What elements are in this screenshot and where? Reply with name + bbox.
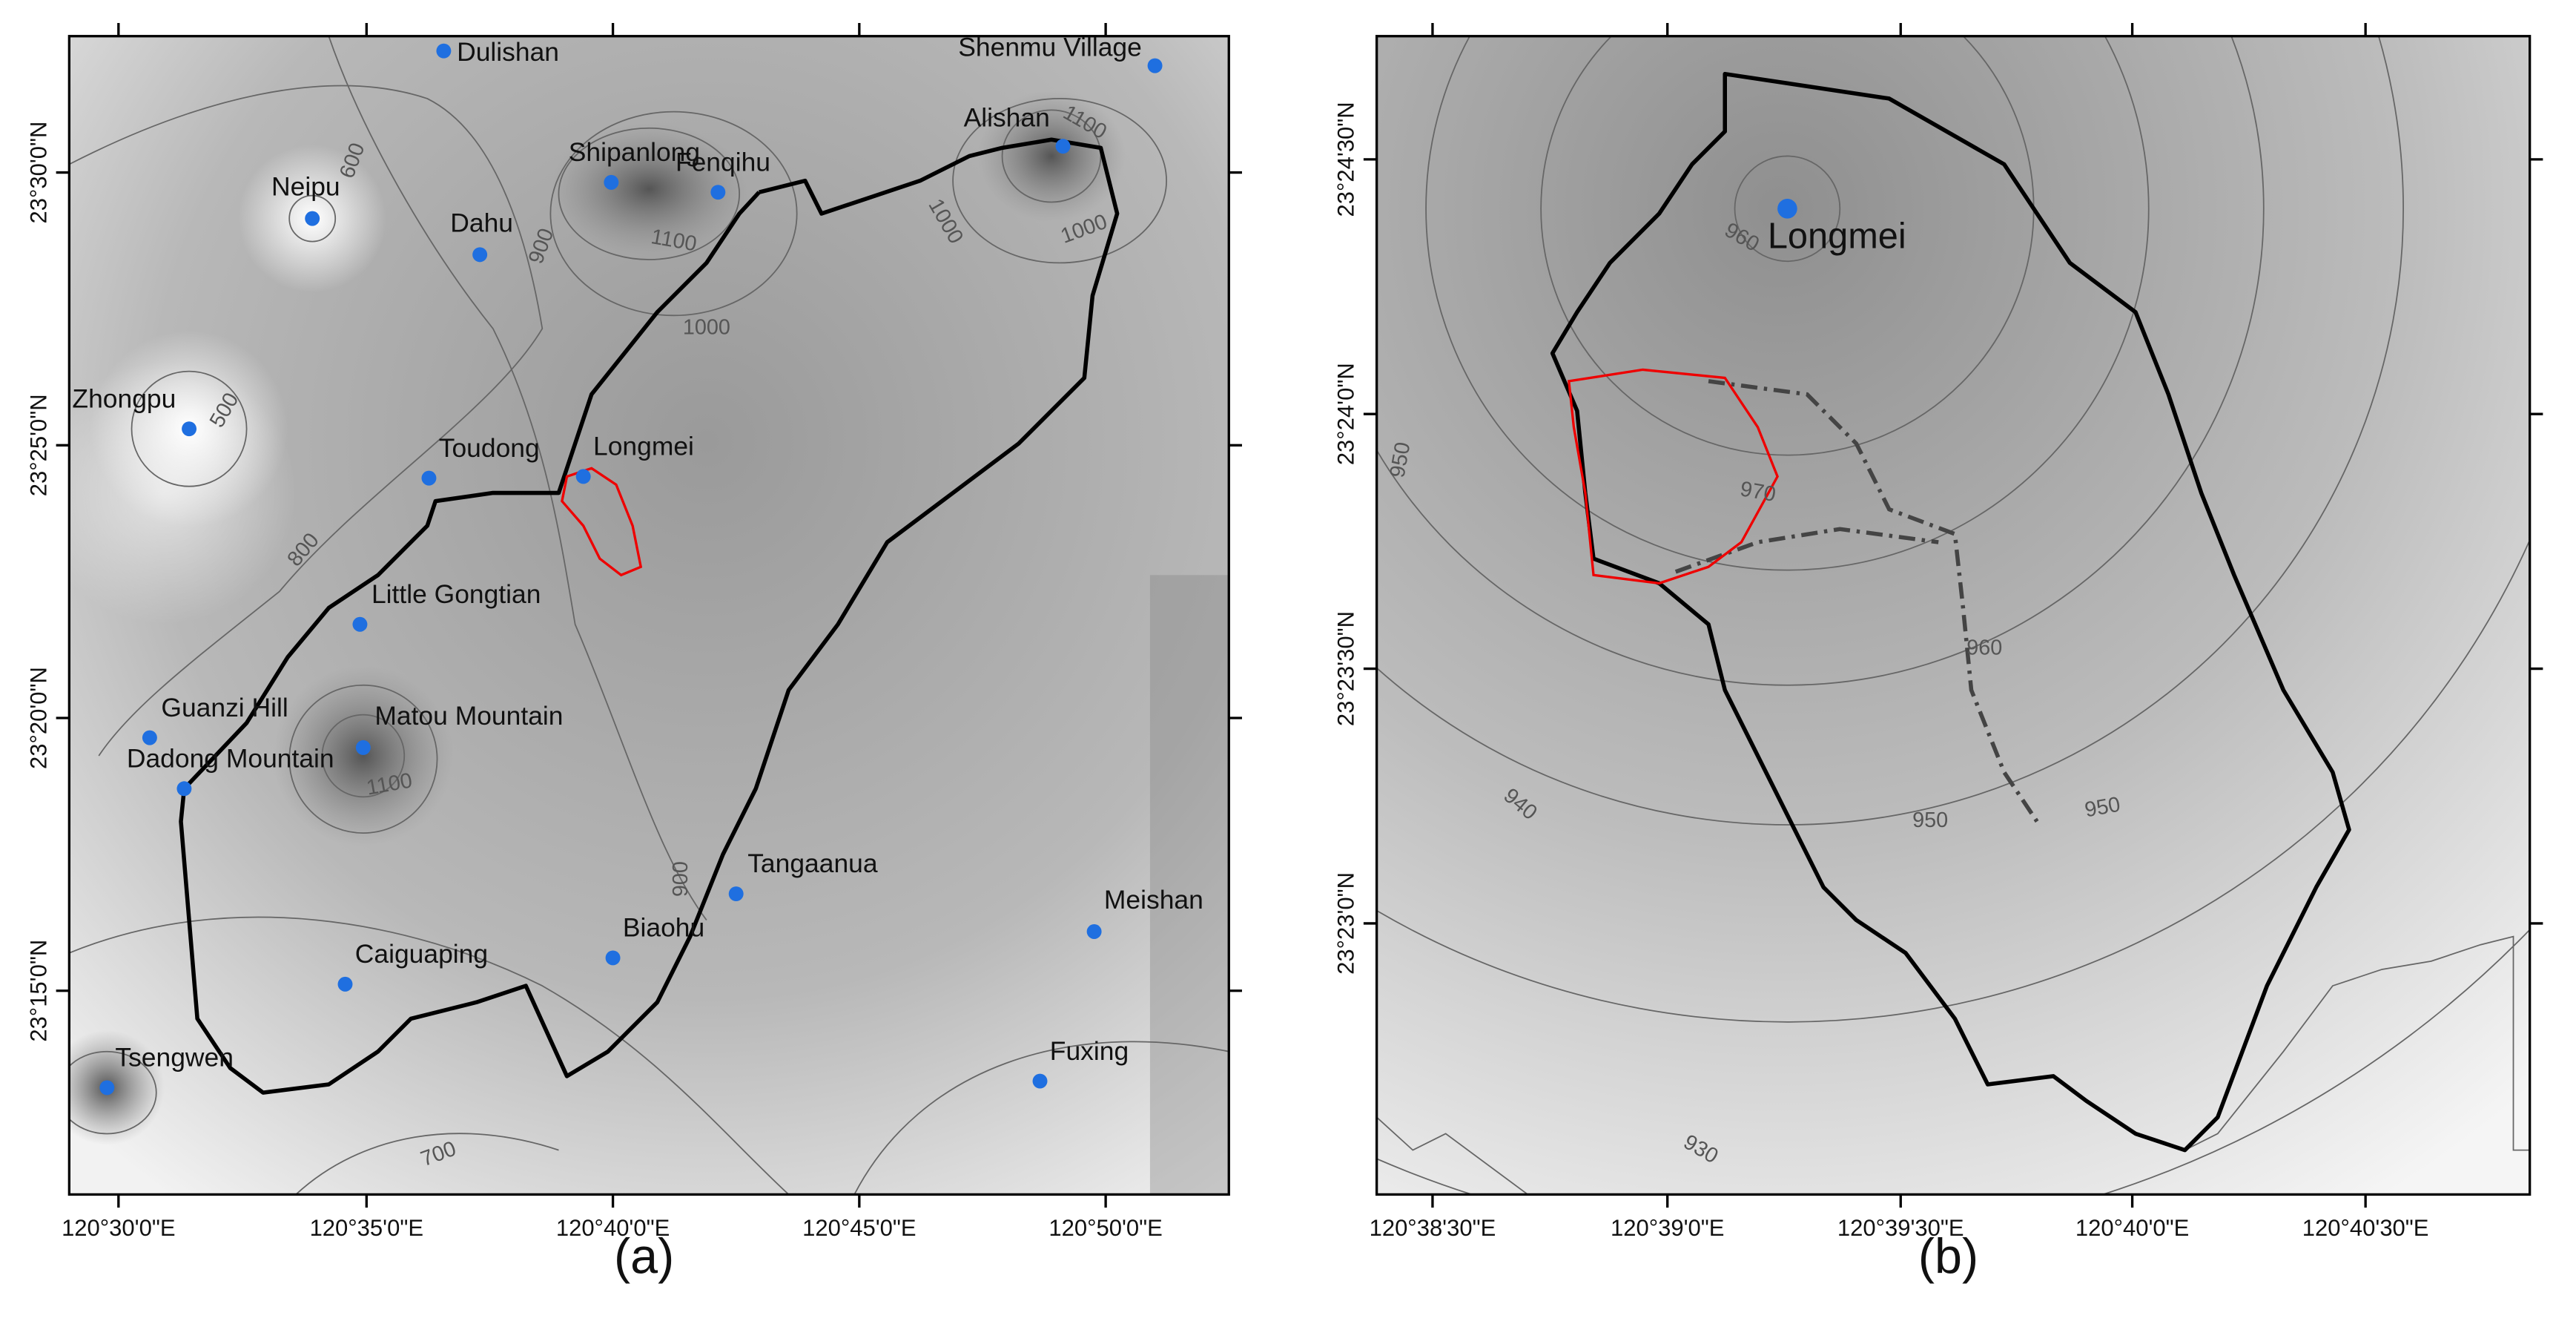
contour-label: 900 xyxy=(669,861,693,897)
station-marker xyxy=(1086,924,1102,939)
station-label: Dulishan xyxy=(457,37,559,67)
station-label: Dadong Mountain xyxy=(127,743,334,773)
sub-boundary xyxy=(1708,379,2039,823)
station-marker xyxy=(352,616,368,632)
y-tick-label: 23°23'0"N xyxy=(1333,872,1359,975)
station-label: Fuxing xyxy=(1050,1036,1129,1066)
station-marker xyxy=(176,781,192,797)
station-label: Biaohu xyxy=(623,913,704,943)
study-catchment-detail xyxy=(1567,368,1779,585)
watershed-boundary-detail xyxy=(1550,71,2351,1153)
station-marker xyxy=(1147,58,1163,73)
x-tick-label: 120°40'0"E xyxy=(2075,1215,2189,1241)
contour-label: 970 xyxy=(1738,477,1777,507)
station-marker xyxy=(305,211,320,226)
station-label: Meishan xyxy=(1104,885,1203,915)
station-marker xyxy=(1032,1073,1048,1089)
x-tick-label: 120°45'0"E xyxy=(802,1215,916,1241)
station-marker xyxy=(575,469,591,484)
contour-label: 960 xyxy=(1966,636,2002,660)
y-tick-label: 23°24'0"N xyxy=(1333,363,1359,465)
station-marker xyxy=(142,730,157,745)
x-tick-label: 120°40'30"E xyxy=(2302,1215,2429,1241)
sub-boundary xyxy=(1674,527,1939,574)
x-tick-label: 120°40'0"E xyxy=(556,1215,670,1241)
station-label: Toudong xyxy=(439,433,540,463)
contour-label: 1000 xyxy=(683,316,730,340)
station-marker xyxy=(182,421,197,437)
station-label: Fenqihu xyxy=(676,147,770,177)
station-label: Tangaanua xyxy=(747,849,878,878)
y-tick-label: 23°24'30"N xyxy=(1333,102,1359,217)
station-marker xyxy=(728,886,744,902)
contour-label: 950 xyxy=(1912,808,1948,832)
station-label: Little Gongtian xyxy=(371,579,541,609)
panel-a-frame xyxy=(67,35,1230,1196)
station-marker xyxy=(436,43,452,59)
panel-b-frame xyxy=(1375,35,2532,1196)
station-marker xyxy=(604,174,619,190)
x-tick-label: 120°50'0"E xyxy=(1048,1215,1162,1241)
y-tick-label: 23°23'30"N xyxy=(1333,611,1359,726)
x-tick-label: 120°39'30"E xyxy=(1837,1215,1964,1241)
station-label: Caiguaping xyxy=(355,939,488,969)
station-label: Alishan xyxy=(964,103,1050,133)
y-tick-label: 23°20'0"N xyxy=(25,667,51,769)
station-marker xyxy=(1055,139,1071,154)
x-tick-label: 120°38'30"E xyxy=(1370,1215,1496,1241)
station-label: Shipanlong xyxy=(569,137,700,167)
panel-a-map xyxy=(69,36,1229,1195)
station-label: Tsengwen xyxy=(115,1043,234,1073)
station-marker xyxy=(421,470,437,486)
station-label: Longmei xyxy=(593,432,694,461)
station-marker xyxy=(1777,199,1797,219)
station-label: Dahu xyxy=(450,208,513,237)
station-marker xyxy=(355,739,371,755)
x-tick-label: 120°30'0"E xyxy=(62,1215,175,1241)
station-label: Matou Mountain xyxy=(374,701,563,731)
station-label: Longmei xyxy=(1768,216,1906,256)
station-marker xyxy=(472,247,488,263)
station-label: Shenmu Village xyxy=(958,32,1142,62)
station-marker xyxy=(99,1080,115,1096)
y-tick-label: 23°25'0"N xyxy=(25,394,51,496)
station-label: Zhongpu xyxy=(72,383,176,413)
y-tick-label: 23°30'0"N xyxy=(25,122,51,224)
x-tick-label: 120°39'0"E xyxy=(1611,1215,1724,1241)
x-tick-label: 120°35'0"E xyxy=(310,1215,423,1241)
y-tick-label: 23°15'0"N xyxy=(25,940,51,1042)
panel-label: (a) xyxy=(614,1230,674,1285)
station-marker xyxy=(710,185,726,200)
study-catchment xyxy=(561,467,643,577)
station-marker xyxy=(337,976,353,992)
panel-label: (b) xyxy=(1918,1230,1978,1285)
watershed-boundary xyxy=(179,137,1120,1095)
panel-b-map xyxy=(1376,36,2530,1195)
station-marker xyxy=(605,950,621,966)
station-label: Guanzi Hill xyxy=(161,693,288,722)
station-label: Neipu xyxy=(271,172,340,202)
